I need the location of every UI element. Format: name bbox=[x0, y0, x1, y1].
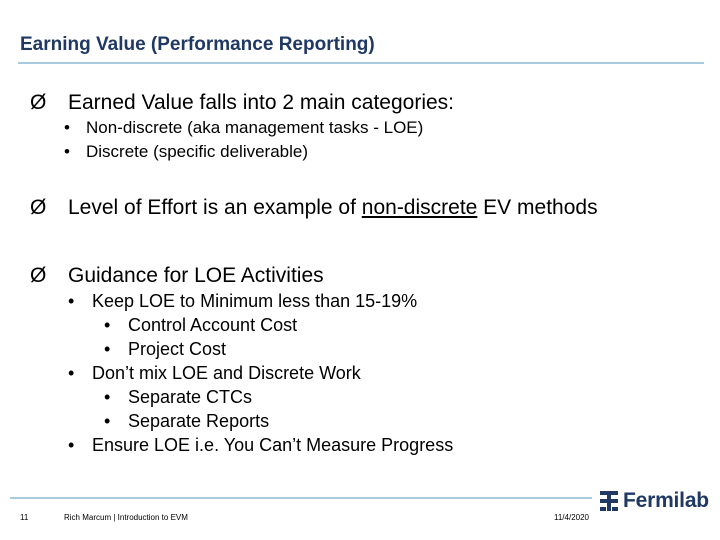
bullet-earned-value: Ø Earned Value falls into 2 main categori… bbox=[30, 91, 454, 115]
sub-sub-bullet-separate-reports: • Separate Reports bbox=[104, 411, 269, 432]
title-divider bbox=[18, 62, 704, 64]
fermilab-logo: Fermilab bbox=[598, 487, 709, 515]
footer-presenter: Rich Marcum | Introduction to EVM bbox=[64, 513, 188, 522]
slide-title: Earning Value (Performance Reporting) bbox=[20, 34, 375, 55]
sub-bullet-text: Ensure LOE i.e. You Can’t Measure Progre… bbox=[92, 435, 454, 455]
sub-bullet-keep-loe: • Keep LOE to Minimum less than 15-19% bbox=[68, 291, 417, 312]
footer-date: 11/4/2020 bbox=[554, 513, 589, 522]
sub-sub-bullet-control-account: • Control Account Cost bbox=[104, 315, 297, 336]
sub-bullet-ensure-loe: • Ensure LOE i.e. You Can’t Measure Progr… bbox=[68, 435, 453, 456]
page-number: 11 bbox=[20, 513, 29, 522]
bullet-dot-icon: • bbox=[104, 411, 111, 431]
fermilab-logo-icon bbox=[600, 491, 618, 511]
bullet-dot-icon: • bbox=[64, 118, 70, 137]
bullet-dot-icon: • bbox=[68, 291, 75, 311]
sub-sub-bullet-text: Control Account Cost bbox=[128, 315, 298, 335]
bullet-text-before: Level of Effort is an example of bbox=[68, 196, 362, 219]
bullet-text-after: EV methods bbox=[477, 196, 598, 219]
arrow-bullet-icon: Ø bbox=[30, 264, 47, 287]
sub-bullet-text: Don’t mix LOE and Discrete Work bbox=[92, 363, 361, 383]
sub-bullet-discrete: • Discrete (specific deliverable) bbox=[64, 142, 308, 162]
bullet-dot-icon: • bbox=[104, 339, 111, 359]
bullet-dot-icon: • bbox=[68, 435, 75, 455]
bullet-dot-icon: • bbox=[104, 387, 111, 407]
bullet-guidance: Ø Guidance for LOE Activities bbox=[30, 264, 324, 288]
bullet-level-of-effort: Ø Level of Effort is an example of non-di… bbox=[30, 196, 598, 220]
sub-bullet-text: Keep LOE to Minimum less than 15-19% bbox=[92, 291, 418, 311]
bullet-dot-icon: • bbox=[68, 363, 75, 383]
sub-sub-bullet-text: Separate CTCs bbox=[128, 387, 253, 407]
arrow-bullet-icon: Ø bbox=[30, 196, 47, 219]
sub-bullet-text: Non-discrete (aka management tasks - LOE… bbox=[86, 118, 424, 137]
footer-divider bbox=[10, 497, 592, 499]
sub-bullet-text: Discrete (specific deliverable) bbox=[86, 142, 309, 161]
underlined-term: non-discrete bbox=[361, 196, 478, 219]
sub-sub-bullet-text: Separate Reports bbox=[128, 411, 270, 431]
sub-bullet-non-discrete: • Non-discrete (aka management tasks - LO… bbox=[64, 118, 423, 138]
bullet-text: Guidance for LOE Activities bbox=[68, 264, 324, 287]
logo-text: Fermilab bbox=[623, 489, 709, 512]
sub-sub-bullet-separate-ctcs: • Separate CTCs bbox=[104, 387, 252, 408]
bullet-text: Earned Value falls into 2 main categorie… bbox=[68, 91, 454, 114]
sub-bullet-dont-mix: • Don’t mix LOE and Discrete Work bbox=[68, 363, 361, 384]
bullet-dot-icon: • bbox=[64, 142, 70, 161]
bullet-dot-icon: • bbox=[104, 315, 111, 335]
arrow-bullet-icon: Ø bbox=[30, 91, 47, 114]
sub-sub-bullet-project-cost: • Project Cost bbox=[104, 339, 226, 360]
sub-sub-bullet-text: Project Cost bbox=[128, 339, 227, 359]
